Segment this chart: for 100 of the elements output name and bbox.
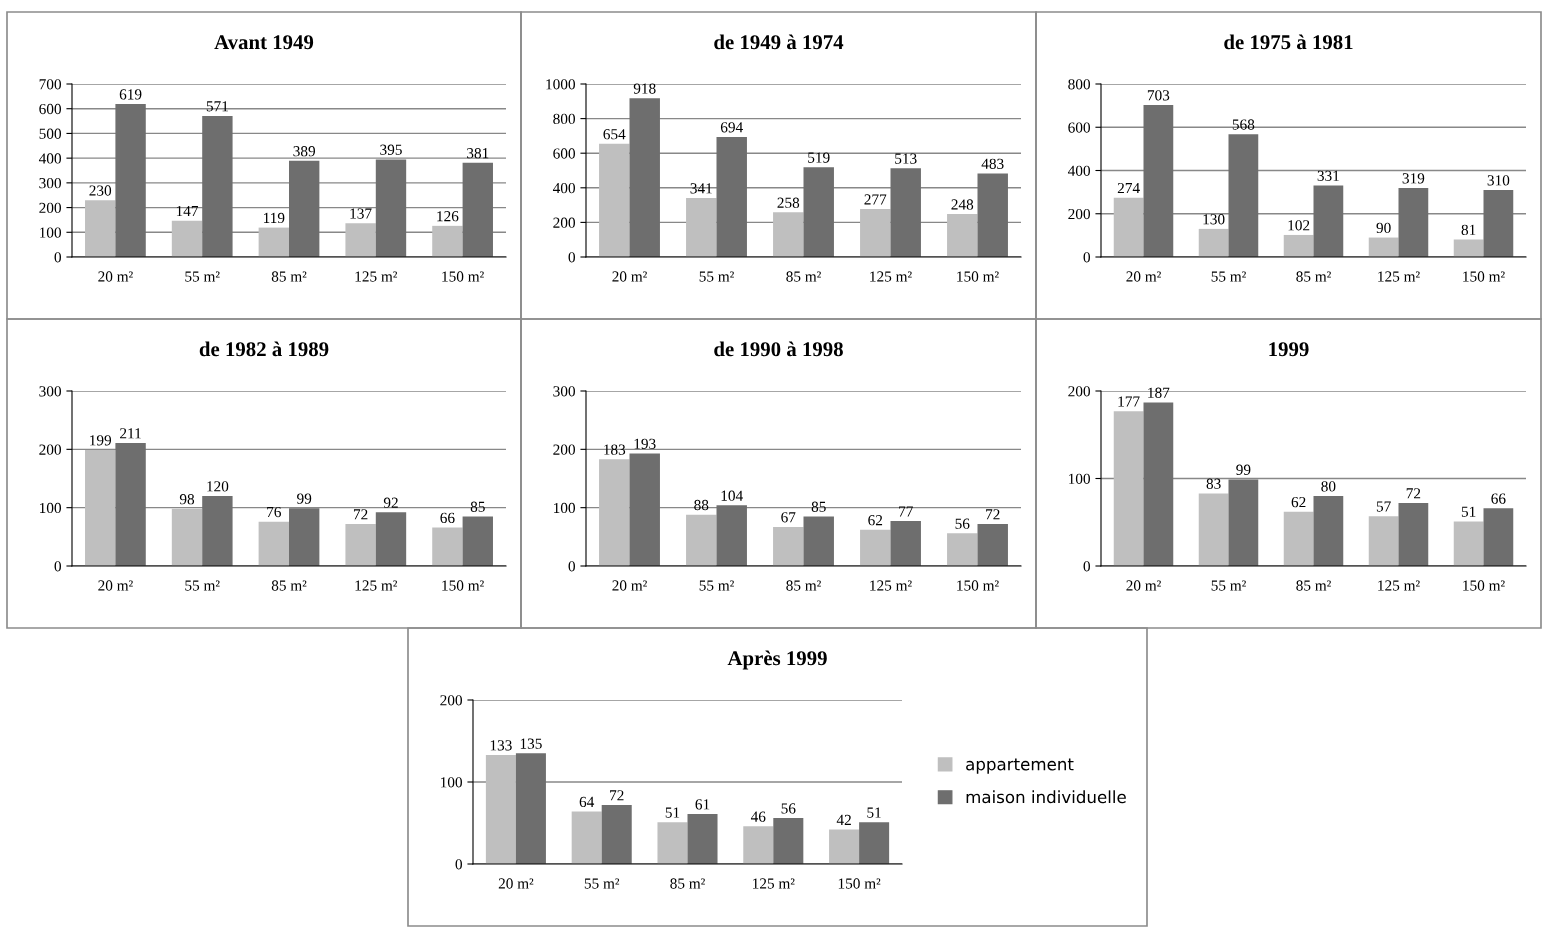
- data-label: 389: [293, 146, 316, 157]
- x-tick-label: 125 m²: [355, 580, 398, 591]
- data-label: 51: [665, 807, 680, 818]
- bar: [599, 143, 630, 257]
- data-label: 56: [781, 803, 796, 814]
- data-label: 85: [811, 501, 826, 512]
- bar: [1283, 234, 1314, 257]
- bar: [599, 459, 630, 566]
- x-tick-label: 125 m²: [1378, 271, 1420, 282]
- chart-title: de 1990 à 1998: [714, 341, 843, 357]
- bar: [462, 516, 493, 566]
- data-label: 258: [777, 197, 800, 208]
- bar: [202, 115, 233, 257]
- bar: [716, 505, 747, 566]
- bar: [601, 804, 632, 864]
- bar: [375, 159, 407, 257]
- x-tick-label: 85 m²: [271, 580, 307, 591]
- x-tick-label: 20 m²: [612, 271, 647, 282]
- y-tick-label: 200: [1068, 208, 1090, 220]
- x-tick-label: 85 m²: [1296, 580, 1331, 591]
- y-tick-label: 0: [1083, 252, 1090, 263]
- data-label: 90: [1376, 222, 1391, 234]
- data-label: 120: [207, 481, 229, 492]
- chart-title: de 1982 à 1989: [199, 341, 329, 357]
- data-label: 76: [267, 506, 281, 518]
- data-label: 64: [579, 796, 595, 808]
- y-tick-label: 300: [553, 386, 575, 397]
- x-tick-label: 55 m²: [584, 878, 620, 889]
- x-tick-label: 20 m²: [498, 878, 534, 889]
- data-label: 66: [440, 512, 455, 524]
- data-label: 177: [1118, 396, 1140, 407]
- chart-title: de 1975 à 1981: [1224, 34, 1353, 50]
- data-label: 331: [1317, 170, 1339, 181]
- chart-title: Après 1999: [727, 650, 827, 670]
- bar: [773, 526, 804, 566]
- bar: [571, 811, 602, 864]
- bar: [375, 512, 407, 566]
- x-tick-label: 125 m²: [870, 271, 912, 282]
- y-tick-label: 0: [568, 561, 575, 572]
- data-label: 183: [604, 444, 626, 455]
- bar: [686, 514, 717, 566]
- bar: [171, 220, 203, 257]
- bar: [432, 225, 463, 257]
- data-label: 57: [1376, 501, 1391, 512]
- data-label: 72: [610, 790, 624, 801]
- bar: [485, 754, 516, 864]
- bar: [1228, 134, 1259, 257]
- y-tick-label: 600: [39, 103, 61, 115]
- y-tick-label: 1000: [546, 79, 575, 90]
- data-label: 72: [1406, 488, 1421, 499]
- bar: [289, 160, 320, 257]
- y-tick-label: 200: [553, 444, 575, 455]
- bar: [1368, 516, 1399, 566]
- x-tick-label: 150 m²: [442, 271, 484, 282]
- data-label: 80: [1321, 481, 1336, 492]
- y-tick-label: 300: [39, 178, 61, 189]
- data-label: 133: [490, 740, 512, 751]
- bar: [803, 516, 834, 566]
- y-tick-label: 600: [553, 148, 575, 159]
- data-label: 99: [297, 493, 312, 504]
- data-label: 571: [206, 101, 228, 112]
- bar: [629, 98, 660, 257]
- bar: [202, 496, 233, 566]
- bar: [1483, 508, 1514, 566]
- y-tick-label: 200: [39, 202, 61, 214]
- data-label: 277: [864, 194, 887, 205]
- bar: [115, 104, 146, 257]
- bar: [432, 527, 463, 566]
- y-tick-label: 0: [1083, 561, 1090, 572]
- bar: [1143, 104, 1174, 257]
- data-label: 483: [981, 158, 1004, 169]
- data-label: 72: [986, 509, 1000, 520]
- x-tick-label: 85 m²: [786, 271, 821, 282]
- data-label: 77: [899, 506, 913, 517]
- data-label: 519: [808, 152, 830, 163]
- data-label: 72: [353, 509, 368, 520]
- data-label: 381: [467, 148, 489, 159]
- data-label: 193: [634, 438, 656, 449]
- bar: [860, 209, 891, 257]
- bar: [890, 168, 921, 257]
- y-tick-label: 100: [1069, 473, 1090, 484]
- bar: [1198, 493, 1229, 566]
- y-tick-label: 600: [1068, 122, 1090, 133]
- data-label: 85: [470, 501, 485, 512]
- y-tick-label: 800: [553, 113, 575, 125]
- bar: [115, 442, 146, 566]
- data-label: 568: [1232, 119, 1255, 130]
- y-tick-label: 0: [54, 252, 61, 263]
- x-tick-label: 150 m²: [838, 878, 881, 889]
- bar: [171, 508, 203, 566]
- data-label: 119: [263, 212, 285, 224]
- bar: [1313, 496, 1344, 566]
- data-label: 395: [380, 144, 402, 155]
- data-label: 130: [1203, 214, 1225, 225]
- data-label: 211: [120, 428, 141, 439]
- data-label: 310: [1487, 175, 1510, 186]
- bar: [686, 198, 717, 257]
- bar: [687, 813, 718, 864]
- y-tick-label: 200: [1068, 386, 1090, 397]
- bar: [1283, 511, 1314, 566]
